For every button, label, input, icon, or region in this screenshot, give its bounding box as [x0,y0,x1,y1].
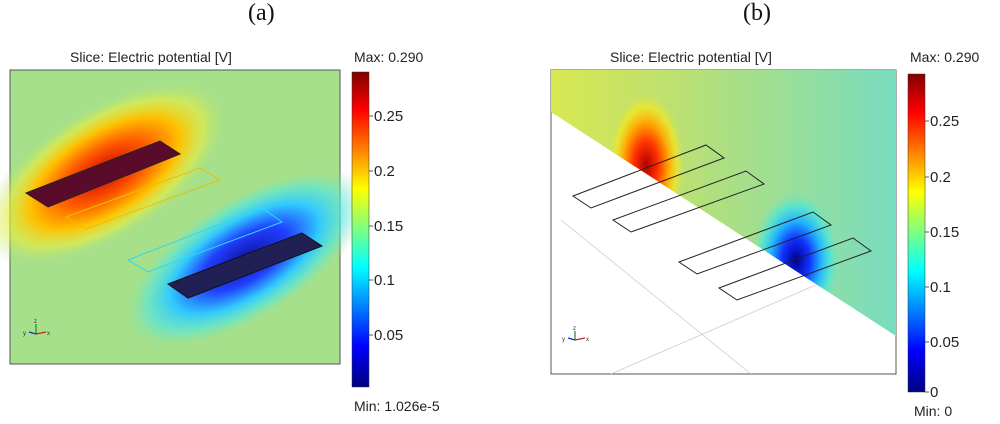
axis-y-glyph-a: y [23,331,26,337]
colorbar-tick-label-b: 0 [930,384,938,401]
colorbar-gradient-a [351,71,370,388]
max-label-b: Max: 0.290 [910,49,980,65]
colorbar-tick-label-b: 0.2 [930,169,951,186]
max-label-a: Max: 0.290 [354,49,424,65]
slice-plot-b: z x y [550,69,897,375]
axis-x-glyph-a: x [47,331,50,337]
colorbar-tick-label-a: 0.15 [374,218,403,235]
axis-z-glyph-b: z [573,326,576,332]
panel-label-b: (b) [743,0,771,26]
min-label-b: Min: 0 [914,403,953,419]
electrode-3-b [677,211,833,275]
electrode-3-a [126,207,284,273]
colorbar-tick-label-a: 0.2 [374,163,395,180]
panel-label-a: (a) [248,0,275,26]
axis-x-glyph-b: x [586,337,589,343]
axis-z-glyph-a: z [34,319,37,325]
colorbar-tick-label-b: 0.05 [930,334,959,351]
slice-plot-a: z x y [0,69,369,365]
colorbar-tick-label-a: 0.1 [374,272,395,289]
colorbar-tick-label-b: 0.15 [930,224,959,241]
colorbar-tick-label-b: 0.1 [930,279,951,296]
axis-triad-b: z x y [562,326,589,343]
plot-title-b: Slice: Electric potential [V] [610,49,772,65]
colorbar-b: 0.25 0.2 0.15 0.1 0.05 0 [907,73,959,401]
electrode-1-b [571,144,726,209]
electrode-4-b [717,237,873,301]
colorbar-gradient-b [907,73,926,393]
colorbar-a: 0.25 0.2 0.15 0.1 0.05 [351,71,403,388]
electrode-2-a [64,167,222,230]
min-label-a: Min: 1.026e-5 [354,398,440,414]
colorbar-tick-label-b: 0.25 [930,113,959,130]
axis-triad-a: z x y [23,319,50,337]
electrodes-b [571,144,873,301]
axis-y-glyph-b: y [562,337,565,343]
plot-title-a: Slice: Electric potential [V] [70,49,232,65]
electrode-2-b [611,170,766,233]
electrode-1-a [24,140,182,208]
electrode-4-a [166,232,324,299]
colorbar-tick-label-a: 0.25 [374,108,403,125]
colorbar-tick-label-a: 0.05 [374,327,403,344]
